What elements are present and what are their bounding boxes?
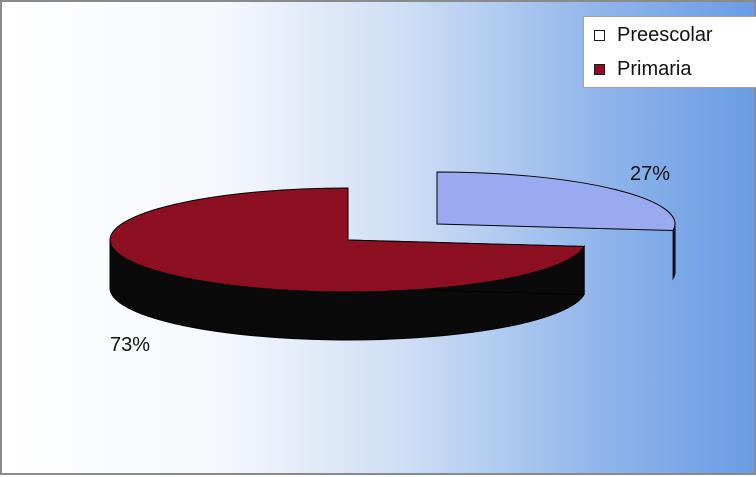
pie-slice-primaria	[109, 187, 585, 293]
legend-swatch-primaria	[594, 63, 605, 75]
pie-slice-preescolar	[436, 171, 676, 232]
legend-item-preescolar: Preescolar	[594, 23, 713, 47]
data-label-preescolar: 27%	[630, 163, 670, 185]
legend: Preescolar Primaria	[583, 16, 756, 88]
legend-swatch-preescolar	[594, 29, 605, 41]
data-label-primaria: 73%	[110, 334, 150, 356]
legend-item-primaria: Primaria	[594, 57, 691, 81]
legend-label-preescolar: Preescolar	[617, 23, 713, 46]
pie-side-preescolar	[672, 223, 676, 281]
legend-label-primaria: Primaria	[617, 57, 692, 80]
